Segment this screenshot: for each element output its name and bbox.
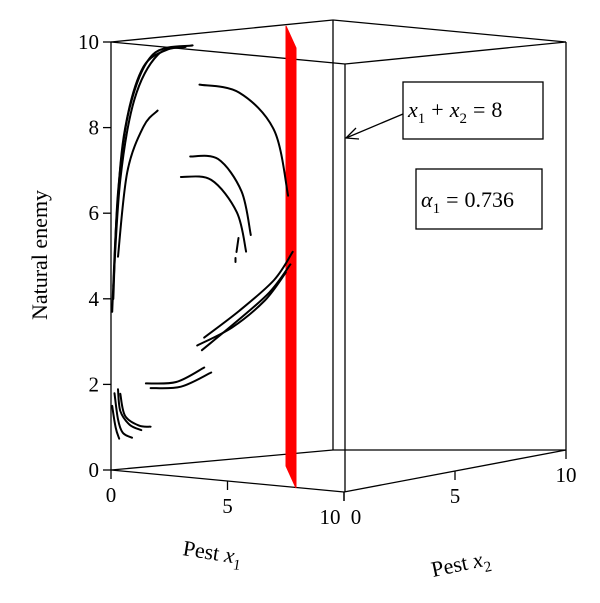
x1-tick-label: 0: [106, 483, 117, 507]
trajectory-low-arc-2: [149, 371, 213, 390]
plane-label-box: x1 + x2 = 8: [402, 81, 544, 140]
y-tick-label: 2: [89, 372, 100, 396]
frame-edge: [332, 19, 567, 43]
trajectory-right-fan-1: [203, 250, 294, 339]
x1-tick-label: 5: [222, 494, 233, 518]
axis-ticks: 0 2 4 6 8 10 0 5 10 0 5 10: [78, 30, 577, 529]
y-tick-label: 4: [89, 287, 100, 311]
trajectory-outer-loop: [198, 83, 290, 197]
y-tick-label: 6: [89, 201, 100, 225]
y-tick-label: 8: [89, 116, 100, 140]
plane-equation: x1 + x2 = 8: [407, 97, 502, 127]
plane-x1-plus-x2-equals-8: [285, 25, 297, 489]
x1-tick-label: 10: [320, 505, 341, 529]
trajectory-bottom-hook-1: [119, 392, 152, 428]
trajectory-low-arc-1: [144, 366, 206, 385]
x2-axis-label: Pest x2: [429, 545, 493, 587]
x1-axis-label: Pest x1: [180, 535, 243, 574]
trajectory-top-arc-1: [112, 44, 194, 300]
x2-tick-label: 0: [351, 505, 362, 529]
frame-edge: [110, 41, 346, 65]
y-tick-label: 0: [89, 458, 100, 482]
x2-tick-label: 10: [556, 463, 577, 487]
trajectory-inner-loop-2: [179, 175, 248, 253]
frame-edge: [110, 19, 334, 43]
trajectory-curves: [111, 44, 294, 440]
trajectory-bottom-hook-2: [117, 388, 143, 432]
parameter-value: α1 = 0.736: [421, 187, 514, 217]
y-tick-label: 10: [78, 30, 99, 54]
trajectory-top-arc-2: [112, 45, 187, 288]
x2-tick-label: 5: [450, 484, 461, 508]
annotation-arrow: [345, 113, 404, 139]
frame-edge: [110, 449, 334, 471]
frame-edge: [344, 41, 567, 65]
trajectory-right-fan-3: [196, 271, 287, 347]
trajectory-bottom-hook-3: [113, 392, 133, 439]
trajectory-fragment: [235, 236, 240, 253]
trajectory-inner-loop-1: [189, 154, 252, 236]
arrow-head-icon: [344, 127, 360, 140]
y-axis-label: Natural enemy: [27, 190, 52, 320]
trajectory-bottom-hook-4: [111, 404, 121, 440]
constraint-plane: [285, 25, 297, 489]
trajectory-left-arc: [117, 109, 159, 258]
trajectory-top-arc-3: [111, 46, 173, 313]
parameter-label-box: α1 = 0.736: [415, 168, 543, 230]
